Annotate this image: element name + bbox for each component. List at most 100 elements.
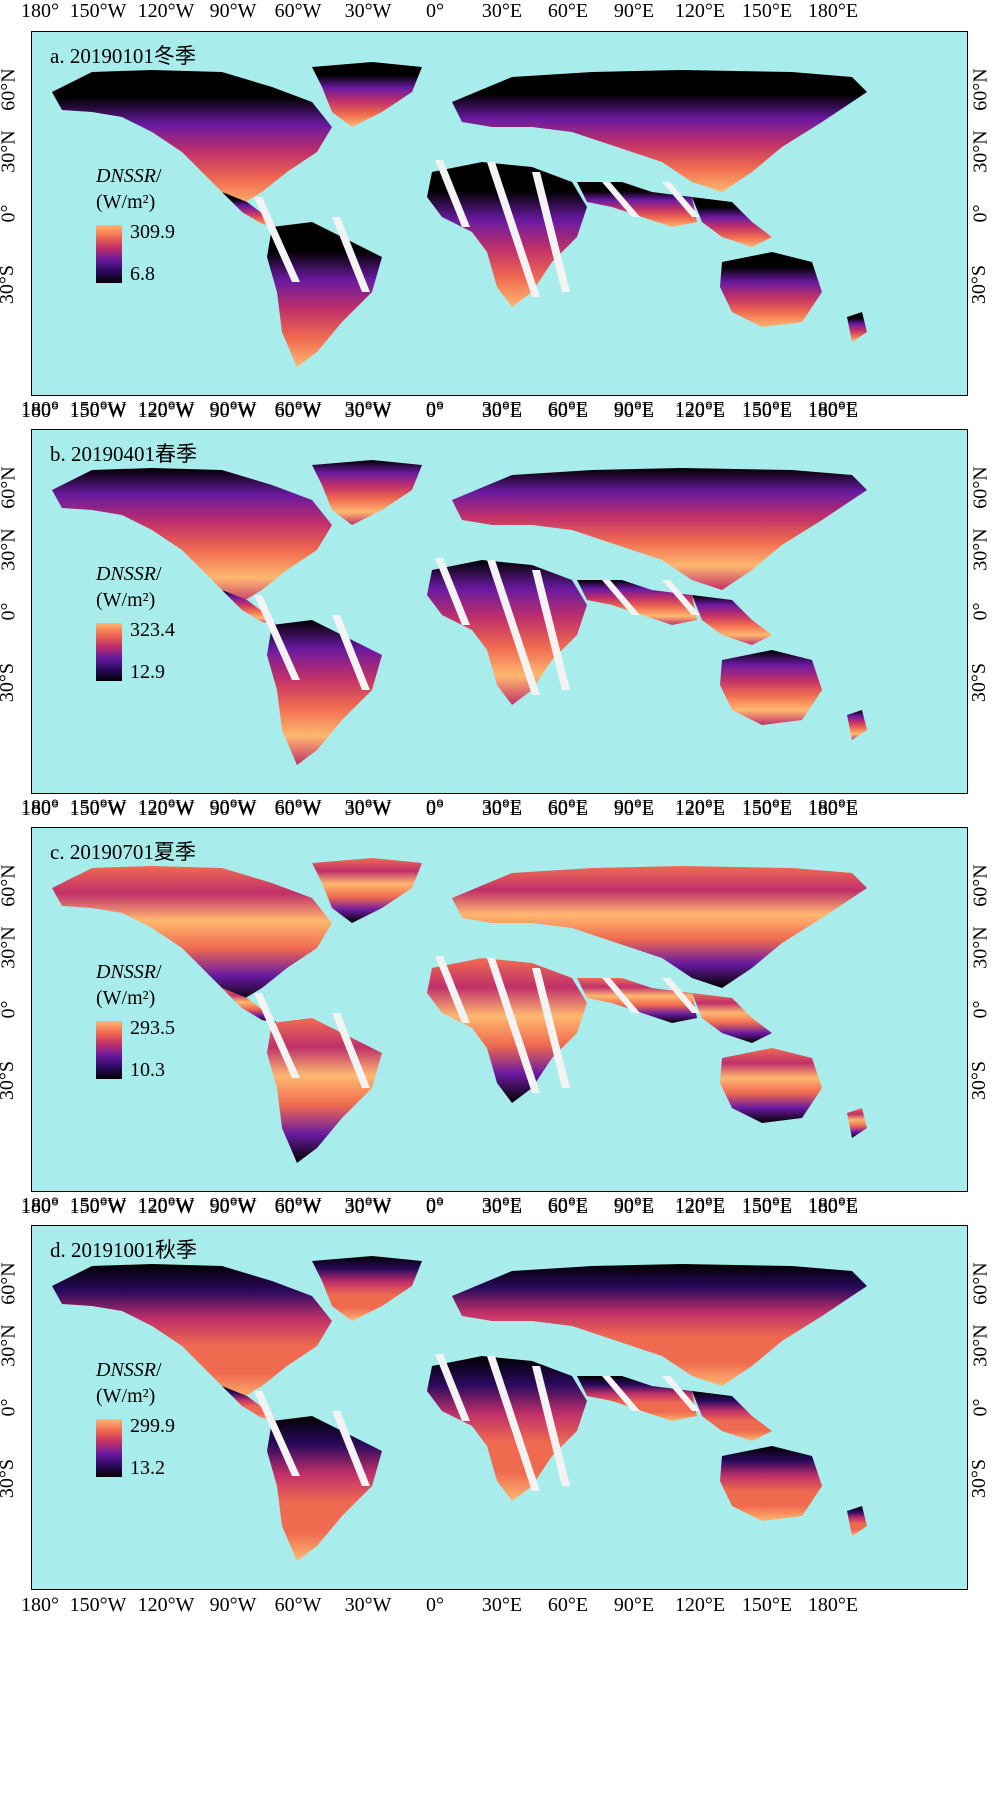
data-gap-stripe — [532, 968, 570, 1088]
lon-tick-bottom: 60°E — [547, 798, 589, 820]
lat-tick-right: 30°N — [969, 528, 992, 571]
lon-tick-bottom: 180°E — [807, 798, 859, 820]
data-gap-stripe — [662, 1376, 700, 1411]
lat-tick-right: 30°S — [968, 264, 991, 305]
lon-tick-top: 30°W — [344, 796, 392, 818]
map-panel: 180° 150°W 120°W 90°W 60°W 30°W 0° 30°E 60°E 90°E… — [0, 796, 1000, 1249]
greenland-land — [312, 62, 422, 127]
lon-tick-bottom: 120°E — [674, 1196, 726, 1218]
data-gap-stripe — [532, 172, 570, 292]
lat-tick-right: 0° — [969, 1398, 992, 1417]
legend-slash: / — [156, 1359, 162, 1381]
data-gap-stripe — [662, 978, 700, 1013]
south-america-land — [267, 222, 382, 367]
panel-title: b. 20190401春季 — [50, 442, 197, 466]
central-america-land — [222, 988, 277, 1023]
lon-tick-bottom: 30°E — [481, 400, 523, 422]
new-zealand-land — [847, 312, 867, 342]
lon-tick-top: 30°W — [344, 1194, 392, 1216]
data-gap-stripe — [602, 580, 640, 615]
lon-tick-top: 120°W — [137, 1194, 195, 1216]
lat-tick-left: 30°N — [0, 528, 20, 571]
europe-asia-land — [452, 70, 867, 192]
africa-land — [427, 1356, 587, 1501]
lon-tick-bottom: 90°W — [209, 400, 257, 422]
lon-tick-top: 180°E — [807, 796, 859, 818]
lon-tick-top: 180°E — [807, 0, 859, 22]
lon-tick-top: 30°E — [481, 398, 523, 420]
legend-variable: DNSSR — [96, 165, 156, 187]
lon-tick-bottom: 90°W — [209, 1594, 257, 1616]
lon-tick-top: 60°W — [274, 1194, 322, 1216]
southeast-asia-land — [692, 197, 772, 247]
colorbar — [96, 623, 122, 681]
legend-title: DNSSR/(W/m²) — [96, 561, 236, 613]
lat-tick-left: 60°N — [0, 1262, 20, 1305]
lon-tick-bottom: 120°W — [137, 1196, 195, 1218]
lat-tick-left: 60°N — [0, 68, 20, 111]
africa-land — [427, 560, 587, 705]
lon-tick-top: 60°W — [274, 0, 322, 22]
legend-variable: DNSSR — [96, 1359, 156, 1381]
data-gap-stripe — [487, 162, 540, 297]
lon-tick-bottom: 90°E — [613, 1594, 655, 1616]
lon-tick-top: 60°W — [274, 398, 322, 420]
lon-tick-bottom: 180°E — [807, 1196, 859, 1218]
lat-tick-right: 30°S — [968, 1060, 991, 1101]
lon-tick-top: 90°W — [209, 0, 257, 22]
lon-tick-bottom: 120°E — [674, 798, 726, 820]
lon-tick-bottom: 120°W — [137, 1594, 195, 1616]
lon-tick-bottom: 30°E — [481, 798, 523, 820]
lon-tick-top: 120°E — [674, 796, 726, 818]
legend-title: DNSSR/(W/m²) — [96, 163, 236, 215]
lon-tick-top: 30°W — [344, 398, 392, 420]
lat-tick-right: 0° — [969, 1000, 992, 1019]
australia-land — [720, 252, 822, 327]
lat-tick-left: 30°N — [0, 130, 20, 173]
europe-asia-land — [452, 866, 867, 988]
north-america-land — [52, 1264, 332, 1401]
lon-tick-top: 120°E — [674, 1194, 726, 1216]
lon-tick-bottom: 120°E — [674, 1594, 726, 1616]
lon-tick-bottom: 0° — [426, 1196, 444, 1218]
lon-tick-bottom: 120°W — [137, 400, 195, 422]
data-gap-stripe — [254, 993, 300, 1078]
map-panel: 180° 150°W 120°W 90°W 60°W 30°W 0° 30°E 60°E 90°E… — [0, 398, 1000, 851]
lon-tick-bottom: 120°E — [674, 400, 726, 422]
lat-tick-right: 60°N — [969, 68, 992, 111]
legend-min-value: 12.9 — [130, 661, 165, 683]
legend-title: DNSSR/(W/m²) — [96, 959, 236, 1011]
land-surface — [52, 62, 867, 367]
central-america-land — [222, 590, 277, 625]
lon-tick-top: 60°E — [547, 796, 589, 818]
lon-tick-top: 120°E — [674, 0, 726, 22]
data-gap-stripe — [332, 615, 370, 690]
data-gap-stripe — [487, 560, 540, 695]
central-america-land — [222, 192, 277, 227]
lon-tick-bottom: 60°W — [274, 1196, 322, 1218]
lon-tick-top: 150°W — [69, 398, 127, 420]
lat-tick-right: 30°N — [969, 926, 992, 969]
lon-tick-top: 90°E — [613, 796, 655, 818]
lat-tick-right: 0° — [969, 602, 992, 621]
arabia-india-land — [577, 580, 697, 625]
lon-tick-bottom: 120°W — [137, 798, 195, 820]
europe-asia-land — [452, 1264, 867, 1386]
greenland-land — [312, 1256, 422, 1321]
data-gap-stripe — [435, 956, 470, 1023]
arabia-india-land — [577, 978, 697, 1023]
lon-tick-bottom: 150°E — [741, 798, 793, 820]
greenland-land — [312, 460, 422, 525]
south-america-land — [267, 1018, 382, 1163]
colorbar-legend: DNSSR/(W/m²) 323.4 12.9 — [96, 561, 236, 683]
lon-tick-bottom: 90°E — [613, 400, 655, 422]
data-gap-stripe — [332, 217, 370, 292]
australia-land — [720, 650, 822, 725]
data-gap-stripe — [602, 1376, 640, 1411]
lon-tick-bottom: 150°W — [69, 1196, 127, 1218]
africa-land — [427, 162, 587, 307]
lon-tick-top: 180° — [21, 0, 59, 22]
lat-tick-left: 0° — [0, 1398, 20, 1417]
data-gap-stripe — [332, 1013, 370, 1088]
colorbar-legend: DNSSR/(W/m²) 299.9 13.2 — [96, 1357, 236, 1479]
